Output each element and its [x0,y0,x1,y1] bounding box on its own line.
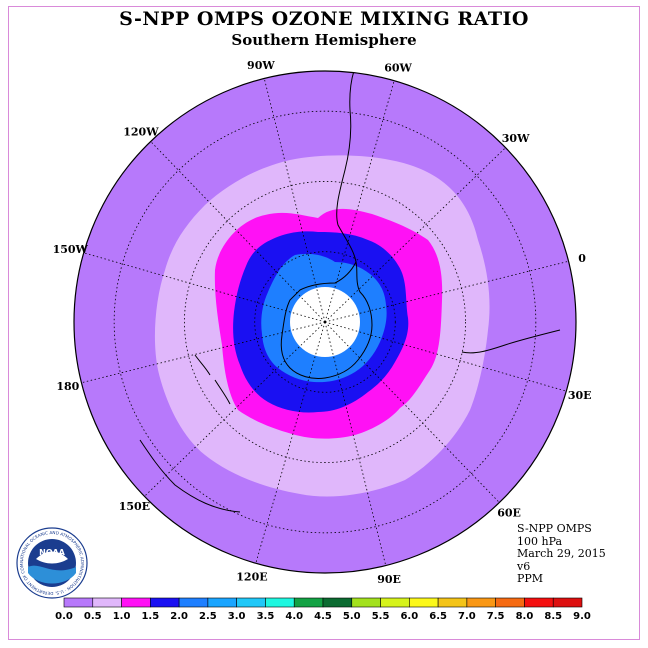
meridian-line [324,321,567,392]
colorbar-tick-label: 7.5 [487,611,505,622]
colorbar-tick-labels: 0.0 0.5 1.0 1.5 2.0 2.5 3.0 3.5 4.0 4.5 5.0 5.5 6.0 6… [55,611,591,622]
longitude-label: 120E [236,571,267,584]
colorbar-tick-label: 6.0 [400,611,418,622]
longitude-label: 120W [123,125,159,138]
colorbar-swatch [322,597,353,608]
noaa-logo-text: NOAA [39,548,65,557]
colorbar-tick-label: 4.5 [314,611,332,622]
meridian-line [144,321,326,497]
info-level: 100 hPa [517,534,563,548]
meridian-line [81,321,326,384]
noaa-logo: NOAA NATIONAL OCEANIC AND ATMOSPHERIC AD… [16,527,88,599]
noaa-logo-wave [28,565,76,584]
latitude-circle [113,110,537,534]
colorbar-tick-label: 8.5 [544,611,562,622]
product-info-block: S-NPP OMPS 100 hPa March 29, 2015 v6 PPM [517,522,606,586]
antarctica-coastline [280,260,373,379]
meridian-line [150,141,326,323]
colorbar-swatch [437,597,468,608]
colorbar-swatch [63,597,94,608]
info-units: PPM [517,572,544,585]
longitude-label: 60E [497,507,521,520]
australia-coastline [139,439,241,513]
colorbar-tick-label: 4.0 [285,611,303,622]
plot-frame [8,6,640,640]
longitude-label: 150W [53,243,89,256]
info-instrument: S-NPP OMPS [517,522,592,535]
south-america-coastline [336,71,357,263]
colorbar-tick-label: 2.0 [170,611,188,622]
meridian-line [324,147,506,323]
graticule [81,78,569,566]
latitude-circle [254,251,396,393]
colorbar-tick-label: 9.0 [573,611,591,622]
info-version: v6 [517,559,531,573]
meridian-line [83,252,326,323]
longitude-label: 150E [119,500,150,513]
map-title: S-NPP OMPS OZONE MIXING RATIO [119,8,529,30]
colorbar-tick-label: 0.5 [84,611,102,622]
longitude-labels: 90W 60W 30W 0 30E 60E 90E 120E 150E 180 150W 120W [53,59,592,586]
new-zealand-coastline [194,354,231,405]
colorbar-swatch [293,597,324,608]
meridian-line [324,321,387,566]
colorbar-swatch [409,597,439,608]
colorbar-swatch [121,597,151,608]
colorbar-tick-label: 5.5 [372,611,390,622]
colorbar-swatch [466,597,496,608]
coastlines [139,71,561,513]
colorbar-tick-label: 3.0 [228,611,246,622]
meridian-line [255,321,326,564]
meridian-line [324,260,569,323]
colorbar-swatch [92,597,122,608]
meridian-line [263,78,326,323]
map-disk [74,71,576,573]
noaa-logo-gull [36,551,68,564]
colorbar-tick-label: 7.0 [458,611,476,622]
colorbar-tick-label: 0.0 [55,611,73,622]
longitude-label: 30W [502,132,530,145]
africa-coastline [461,329,561,354]
longitude-label: 60W [384,61,412,74]
meridian-line [324,80,395,323]
colorbar-tick-label: 2.5 [199,611,217,622]
colorbar-swatch [524,597,554,608]
map-border-circle [73,70,577,574]
colorbar-swatch [351,597,381,608]
map-subtitle: Southern Hemisphere [231,31,417,49]
colorbar-swatch [178,597,209,608]
colorbar-tick-label: 6.5 [429,611,447,622]
colorbar-swatch [495,597,525,608]
colorbar-swatch [552,597,583,608]
longitude-label: 30E [568,389,592,402]
colorbar-swatch [236,597,266,608]
colorbar-tick-label: 1.5 [141,611,159,622]
colorbar-tick-label: 8.0 [516,611,534,622]
colorbar-swatch [265,597,295,608]
colorbar-swatch [150,597,180,608]
colorbar-tick-label: 1.0 [113,611,131,622]
info-date: March 29, 2015 [517,547,606,560]
colorbar-tick-label: 3.5 [257,611,275,622]
colorbar-tick-label: 5.0 [343,611,361,622]
colorbar [63,597,583,608]
meridian-line [324,321,500,503]
colorbar-swatch [207,597,237,608]
longitude-label: 90E [377,573,401,586]
colorbar-swatch [380,597,410,608]
longitude-label: 0 [578,252,586,265]
longitude-label: 90W [247,59,275,72]
longitude-label: 180 [56,380,79,393]
latitude-circle [184,181,466,463]
